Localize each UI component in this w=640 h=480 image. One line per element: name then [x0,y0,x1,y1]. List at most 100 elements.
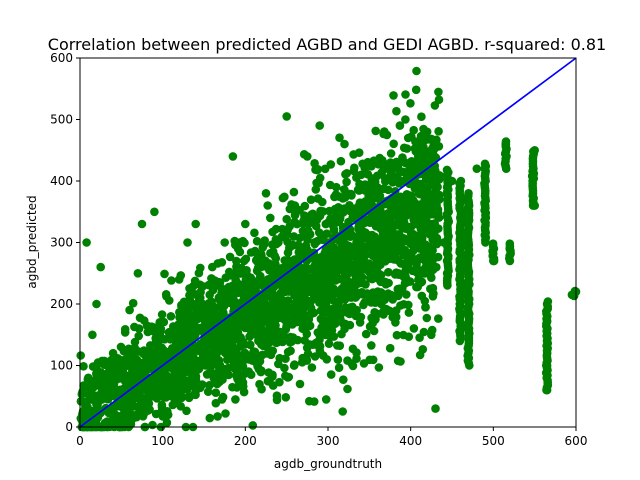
scatter-point [266,213,275,223]
scatter-point [128,366,137,375]
scatter-point [395,121,405,130]
scatter-point [199,336,209,346]
scatter-point [392,175,401,185]
scatter-point [298,320,308,329]
scatter-point [338,407,348,416]
scatter-point [307,306,317,316]
scatter-point [312,285,321,295]
scatter-point [194,364,204,374]
scatter-point [542,385,552,395]
scatter-point [404,170,414,179]
scatter-point [169,322,178,331]
scatter-point [124,344,134,354]
scatter-point [429,145,439,154]
scatter-point [315,346,325,356]
scatter-point [406,99,415,108]
scatter-point [331,190,341,199]
scatter-point [389,196,398,206]
scatter-point [288,333,298,342]
scatter-point [286,319,295,329]
scatter-point [186,317,195,327]
scatter-point [371,214,381,224]
scatter-point [157,310,167,319]
scatter-point [410,254,419,264]
scatter-point [301,295,311,305]
scatter-point [93,359,103,369]
scatter-point [333,341,342,350]
scatter-point [315,253,324,263]
scatter-point [146,324,156,334]
scatter-point [334,363,344,373]
scatter-point [253,250,262,260]
scatter-point [306,195,316,204]
scatter-point [430,224,440,233]
scatter-point [160,269,169,279]
scatter-point [489,256,498,266]
x-tick-label: 200 [234,434,257,448]
scatter-point [345,249,355,259]
scatter-point [82,238,91,247]
scatter-point [330,286,340,296]
scatter-point [415,333,424,343]
scatter-point [182,376,191,386]
scatter-point [147,347,157,356]
scatter-point [327,326,337,335]
scatter-point [422,202,431,211]
scatter-point [361,329,371,339]
scatter-point [290,309,300,319]
scatter-point [207,274,216,283]
scatter-point [137,402,147,411]
scatter-point [157,400,167,410]
scatter-point [254,330,264,340]
scatter-point [241,219,250,229]
scatter-point [167,363,176,373]
scatter-point [402,144,412,153]
scatter-point [542,299,552,309]
scatter-point [248,421,258,430]
scatter-point [393,356,403,366]
scatter-point [120,359,130,368]
scatter-point [332,303,342,313]
scatter-point [191,219,200,229]
scatter-point [381,197,391,206]
scatter-point [290,210,300,220]
scatter-point [231,319,240,328]
scatter-point [322,251,332,260]
scatter-point [505,244,515,253]
scatter-point [350,281,360,291]
scatter-point [114,412,124,422]
scatter-point [412,282,421,292]
scatter-point [275,353,285,363]
scatter-point [271,224,281,234]
scatter-point [422,313,432,323]
scatter-point [143,406,153,415]
scatter-point [350,259,359,269]
scatter-point [367,175,377,184]
scatter-point [125,305,134,315]
scatter-point [246,248,256,257]
scatter-point [209,331,219,341]
scatter-point [128,298,138,308]
scatter-point [208,369,218,378]
scatter-point [434,127,443,136]
scatter-point [422,183,432,193]
scatter-point [283,248,293,257]
scatter-point [429,181,439,191]
scatter-point [137,219,147,229]
scatter-point [384,267,393,277]
scatter-point [284,372,294,382]
scatter-point [126,419,136,429]
scatter-point [153,387,163,397]
scatter-point [272,338,281,348]
scatter-point [172,337,182,347]
scatter-point [88,330,97,340]
scatter-point [313,328,323,337]
scatter-point [371,126,381,136]
scatter-point [132,393,141,403]
scatter-point [421,303,430,312]
scatter-point [175,369,185,379]
scatter-point [238,337,247,347]
scatter-point [167,391,176,401]
scatter-point [415,350,425,360]
scatter-point [381,177,390,186]
